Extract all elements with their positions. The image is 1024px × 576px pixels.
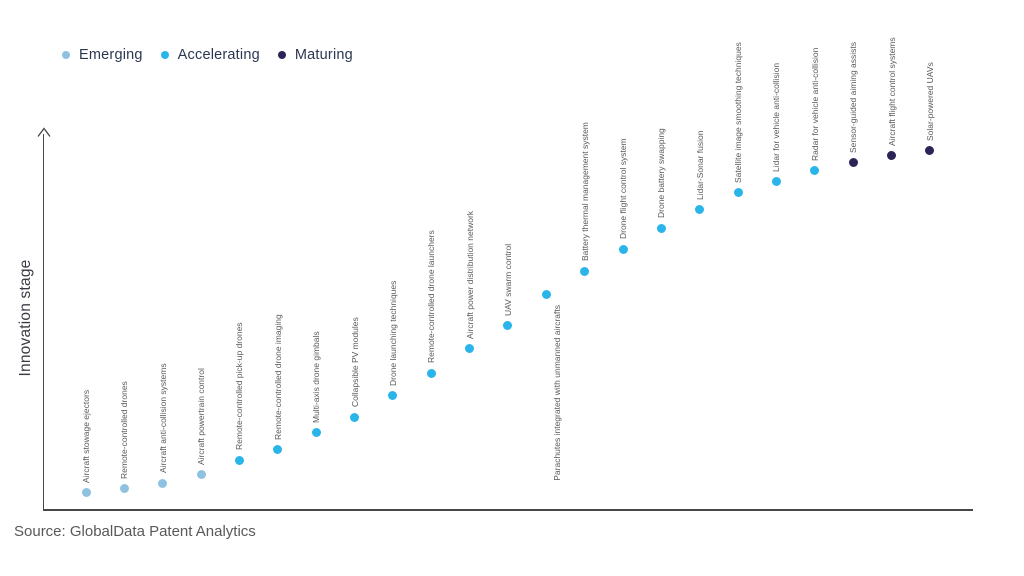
data-point — [656, 223, 666, 233]
data-point — [81, 488, 91, 498]
data-point — [196, 470, 206, 480]
data-point — [119, 484, 129, 494]
data-point-label: Drone battery swapping — [656, 128, 667, 218]
data-point-label: Multi-axis drone gimbals — [311, 331, 322, 423]
data-point-label: Aircraft power distribution network — [464, 210, 475, 339]
source-caption: Source: GlobalData Patent Analytics — [14, 523, 256, 540]
legend-label-accelerating: Accelerating — [177, 47, 260, 63]
legend-item-emerging: Emerging — [62, 47, 143, 63]
data-point-label: Remote-controlled drones — [119, 381, 130, 479]
data-point — [503, 321, 513, 331]
data-point — [810, 166, 820, 176]
data-point-label: Sensor-guided aiming assists — [848, 41, 859, 153]
data-point-label: Aircraft anti-collision systems — [157, 363, 168, 474]
data-point — [771, 177, 781, 187]
data-point — [541, 290, 551, 300]
data-point-label: Radar for vehicle anti-collision — [809, 47, 820, 161]
data-point-label: Aircraft flight control systems — [886, 37, 897, 146]
data-point-label: Satellite image smoothing techniques — [733, 42, 744, 183]
data-point-label: Remote-controlled drone launchers — [426, 230, 437, 364]
chart-legend: Emerging Accelerating Maturing — [62, 47, 353, 63]
legend-item-maturing: Maturing — [277, 47, 353, 63]
y-axis-line — [43, 134, 45, 510]
data-point-label: Drone launching techniques — [387, 280, 398, 386]
data-point — [311, 428, 321, 438]
data-point-label: Collapsible PV modules — [349, 317, 360, 407]
data-point-label: Lidar for vehicle anti-collision — [771, 62, 782, 172]
data-point — [580, 266, 590, 276]
data-point — [465, 344, 475, 354]
data-point-label: Remote-controlled drone imaging — [272, 314, 283, 440]
data-point — [234, 455, 244, 465]
x-axis-line — [43, 509, 973, 511]
data-point-label: UAV swarm control — [502, 243, 513, 316]
legend-dot-accelerating-icon — [160, 51, 169, 59]
legend-dot-maturing-icon — [277, 51, 286, 59]
data-point-label: Aircraft powertrain control — [196, 368, 207, 465]
data-point-label: Lidar-Sonar fusion — [694, 130, 705, 200]
data-point — [618, 244, 628, 254]
data-point — [158, 478, 168, 488]
y-axis-arrowhead-icon — [37, 127, 51, 137]
data-point — [887, 151, 897, 161]
data-point-label: Solar-powered UAVs — [924, 62, 935, 141]
legend-label-emerging: Emerging — [79, 47, 143, 63]
y-axis-title: Innovation stage — [17, 259, 34, 377]
data-point-label: Battery thermal management system — [579, 122, 590, 262]
data-point — [388, 391, 398, 401]
data-point — [925, 146, 935, 156]
data-point — [848, 158, 858, 168]
data-point-label: Parachutes integrated with unmanned airc… — [551, 304, 562, 481]
data-point-label: Aircraft stowage ejectors — [81, 389, 91, 483]
legend-label-maturing: Maturing — [294, 47, 353, 63]
data-point-label: Drone flight control system — [618, 138, 629, 240]
data-point — [426, 368, 436, 378]
legend-item-accelerating: Accelerating — [160, 47, 260, 63]
data-point — [273, 445, 283, 455]
data-point-label: Remote-controlled pick-up drones — [234, 322, 245, 451]
legend-dot-emerging-icon — [62, 51, 70, 59]
data-point — [695, 205, 705, 215]
data-point — [733, 188, 743, 198]
data-point — [350, 412, 360, 422]
